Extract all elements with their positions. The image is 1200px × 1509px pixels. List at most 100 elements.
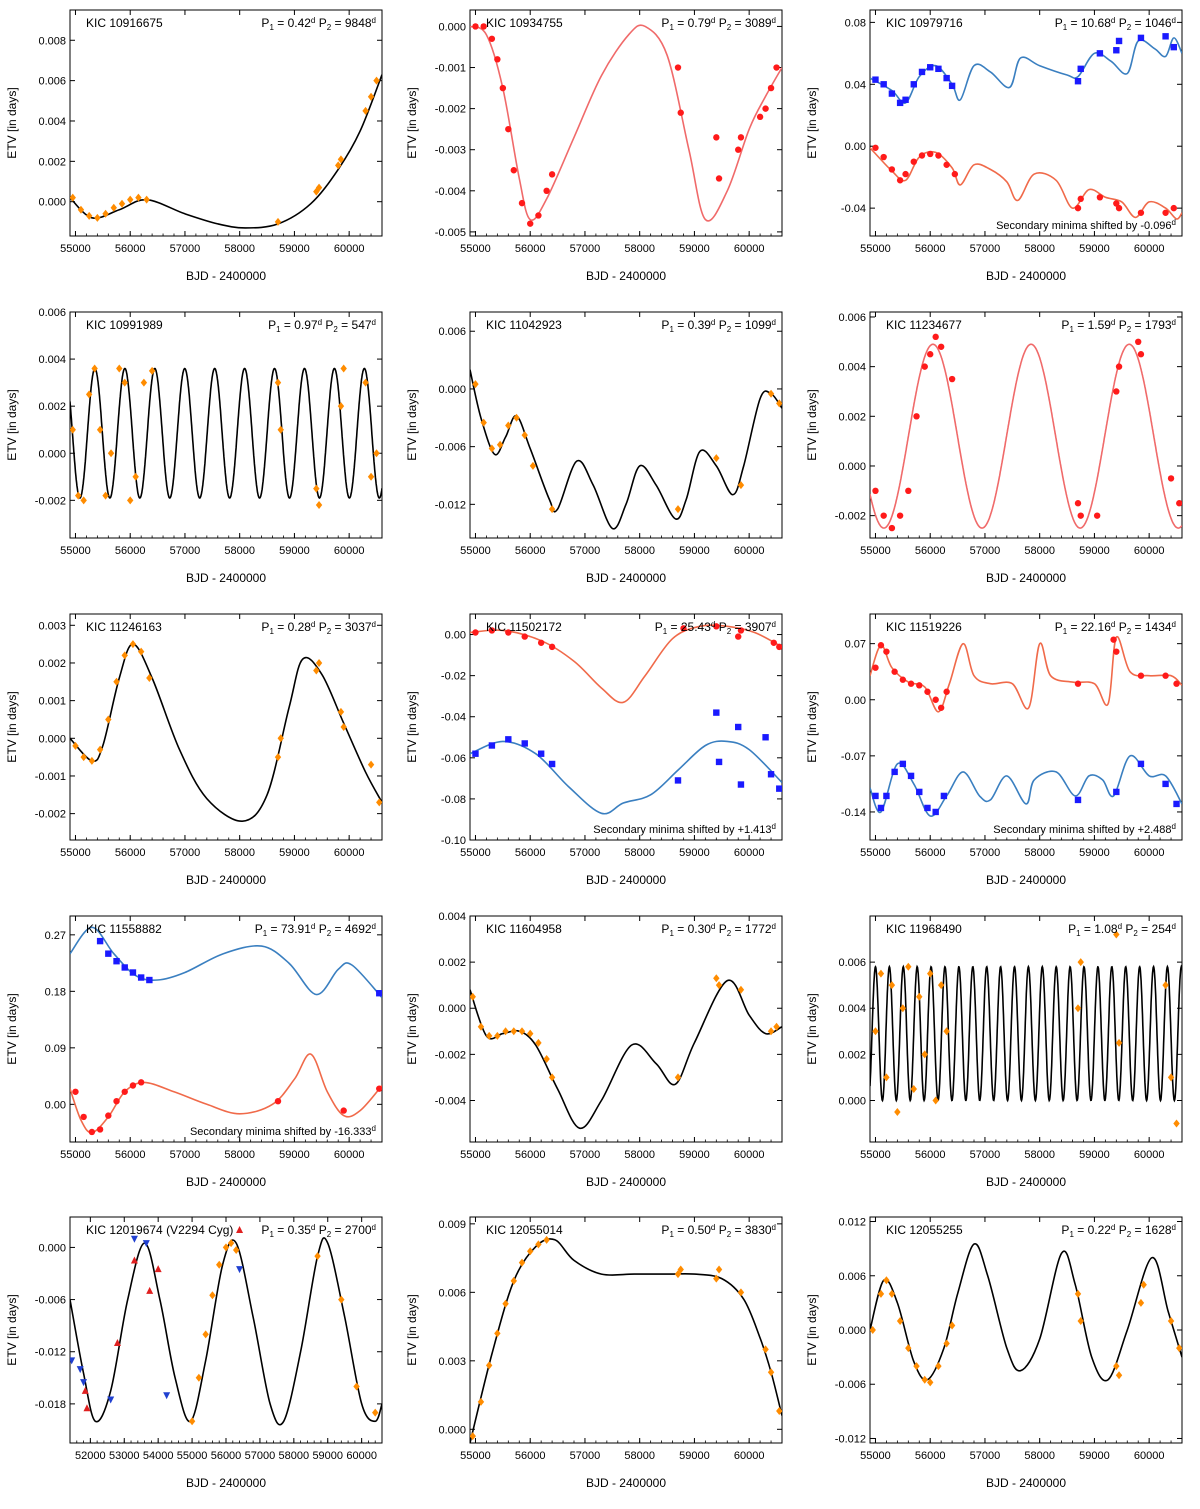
y-tick-label: 0.002 — [838, 411, 866, 423]
model-curve-secondary — [870, 37, 1182, 104]
period-label: P1 = 1.59d P2 = 1793d — [1061, 318, 1176, 334]
chart-panel-kic12019674: 52000 53000 54000 55000 56000 57000 58000 59000… — [0, 1207, 400, 1509]
data-point-primary — [313, 484, 320, 493]
x-axis-title: BJD - 2400000 — [986, 571, 1066, 585]
y-tick-label: -0.006 — [435, 442, 466, 454]
data-point-secondary — [548, 760, 556, 768]
data-point-primary — [96, 425, 104, 434]
plot-frame — [469, 311, 783, 539]
y-tick-label: 0.000 — [38, 733, 66, 745]
data-point-primary — [674, 505, 682, 514]
data-point-primary — [216, 1260, 223, 1269]
data-point-primary — [537, 639, 545, 646]
data-point-secondary — [735, 723, 742, 731]
data-point-secondary — [888, 90, 896, 97]
data-point-primary — [1115, 363, 1123, 370]
x-tick-label: 56000 — [211, 1450, 242, 1462]
x-tick-label: 56000 — [115, 1149, 146, 1161]
chart-title: KIC 11234677 — [886, 318, 962, 332]
data-point-primary — [477, 1397, 485, 1406]
y-tick-label: 0.004 — [38, 354, 66, 366]
data-point-primary — [921, 363, 928, 370]
data-point-primary — [113, 677, 120, 686]
data-point-primary — [72, 741, 79, 750]
data-point-primary — [129, 640, 137, 649]
x-axis-title: BJD - 2400000 — [986, 873, 1066, 887]
data-point-historic-secondary — [70, 1357, 76, 1365]
data-point-primary — [485, 1031, 493, 1040]
y-tick-label: -0.001 — [435, 63, 466, 75]
x-tick-label: 57000 — [570, 545, 601, 557]
data-point-primary — [916, 992, 923, 1001]
data-point-secondary — [943, 74, 950, 82]
y-tick-label: 0.00 — [845, 141, 866, 153]
data-point-primary — [340, 1107, 347, 1114]
x-tick-label: 57000 — [570, 847, 601, 859]
data-point-secondary — [129, 969, 137, 976]
x-tick-label: 55000 — [60, 243, 91, 255]
data-point-primary — [518, 1258, 526, 1267]
data-point-primary — [767, 84, 775, 92]
data-point-primary — [113, 1097, 120, 1105]
data-point-primary — [510, 1027, 517, 1036]
x-tick-label: 56000 — [915, 243, 946, 255]
period-label: P1 = 0.22d P2 = 1628d — [1061, 1223, 1176, 1239]
data-point-primary — [372, 1408, 379, 1417]
data-point-secondary — [472, 750, 479, 757]
y-tick-label: 0.002 — [38, 156, 66, 168]
x-tick-label: 56000 — [515, 1149, 546, 1161]
data-point-primary — [888, 1289, 896, 1298]
x-tick-label: 55000 — [460, 243, 491, 255]
plot-frame — [69, 9, 383, 237]
x-tick-label: 56000 — [115, 545, 146, 557]
data-point-primary — [470, 992, 476, 1001]
y-tick-label: 0.27 — [45, 930, 66, 942]
x-tick-label: 55000 — [860, 1450, 891, 1462]
y-axis-title: ETV [in days] — [805, 993, 819, 1064]
chart-title: KIC 10979716 — [886, 16, 963, 30]
data-point-secondary — [713, 709, 720, 716]
data-point-primary — [1173, 680, 1180, 687]
data-point-primary — [502, 1299, 509, 1308]
chart-title: KIC 12055014 — [486, 1223, 563, 1237]
y-tick-label: 0.006 — [438, 326, 466, 338]
x-tick-label: 55000 — [60, 847, 91, 859]
data-point-primary — [477, 1022, 485, 1031]
x-tick-label: 56000 — [915, 847, 946, 859]
data-point-primary — [543, 1235, 550, 1244]
data-point-secondary — [1115, 37, 1123, 45]
chart-svg-kic12019674: 52000 53000 54000 55000 56000 57000 58000 59000… — [5, 1216, 383, 1490]
data-point-primary — [513, 413, 520, 422]
data-point-primary — [905, 1344, 912, 1353]
data-point-primary — [146, 674, 153, 683]
data-point-primary — [1173, 1119, 1180, 1128]
data-point-primary — [737, 481, 745, 490]
chart-title: KIC 10916675 — [86, 16, 163, 30]
y-tick-label: 0.006 — [838, 312, 866, 324]
data-point-primary — [502, 1027, 509, 1036]
data-point-primary — [880, 512, 887, 519]
x-axis-title: BJD - 2400000 — [586, 571, 666, 585]
y-tick-label: 0.000 — [838, 1325, 866, 1337]
period-label: P1 = 0.28d P2 = 3037d — [261, 620, 376, 636]
x-tick-label: 55000 — [60, 1149, 91, 1161]
data-point-primary — [767, 389, 775, 398]
model-curve-primary — [870, 636, 1182, 713]
data-point-primary — [1176, 500, 1182, 507]
data-point-primary — [340, 723, 347, 731]
x-axis-title: BJD - 2400000 — [986, 269, 1066, 283]
data-point-primary — [472, 23, 479, 30]
x-tick-label: 59000 — [1079, 243, 1110, 255]
data-point-primary — [737, 134, 745, 141]
data-point-primary — [737, 1288, 745, 1297]
x-tick-label: 55000 — [460, 1450, 491, 1462]
x-tick-label: 58000 — [224, 847, 255, 859]
x-tick-label: 55000 — [177, 1450, 208, 1462]
data-point-primary — [121, 378, 128, 387]
model-curve-primary — [470, 369, 782, 530]
data-point-primary — [896, 1316, 904, 1325]
data-point-primary — [96, 1126, 104, 1133]
model-curve-primary — [70, 367, 382, 499]
plot-frame — [469, 613, 783, 841]
data-point-primary — [373, 76, 380, 85]
